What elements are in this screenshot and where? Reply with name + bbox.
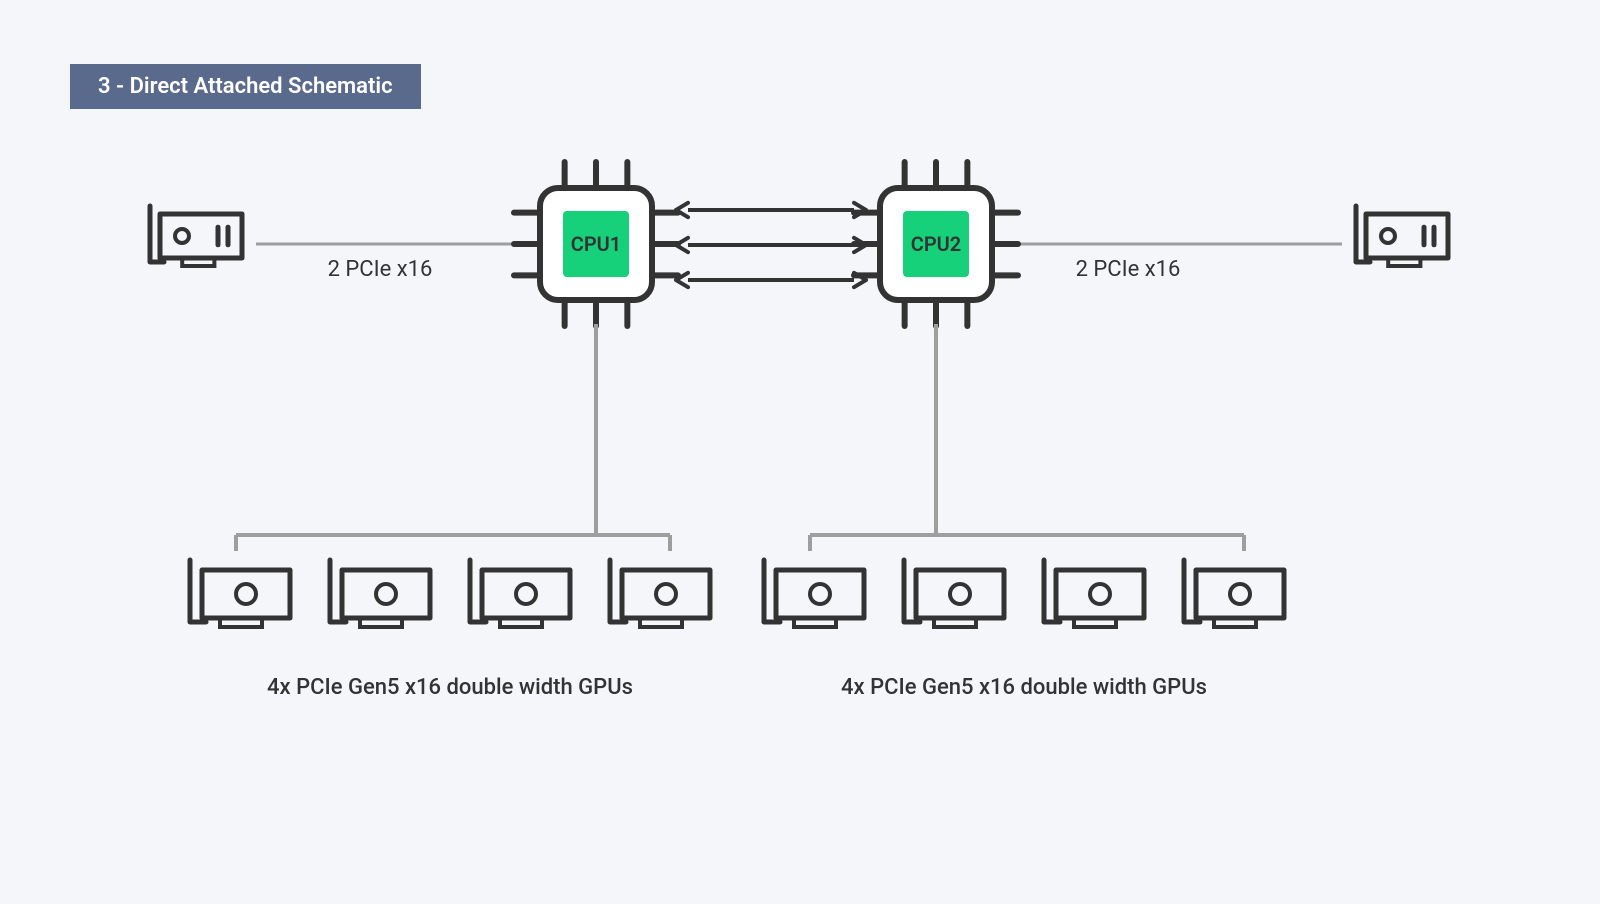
cpu-interconnect-0 — [676, 203, 866, 217]
cpu2-icon-label: CPU2 — [911, 232, 961, 256]
cpu-interconnect-2 — [676, 273, 866, 287]
gpu-bus-left — [236, 324, 670, 551]
cpu-interconnect-1 — [676, 238, 866, 252]
left-pcie-link-label: 2 PCIe x16 — [328, 257, 433, 282]
gpu-right-1-icon — [904, 560, 1004, 627]
gpu-right-3-icon — [1184, 560, 1284, 627]
gpu-caption-left: 4x PCIe Gen5 x16 double width GPUs — [267, 675, 633, 700]
cpu1-icon-label: CPU1 — [571, 232, 621, 256]
cpu2-icon: CPU2 — [854, 162, 1018, 326]
cpu1-icon: CPU1 — [514, 162, 678, 326]
schematic-canvas: 2 PCIe x16 2 PCIe x16 CPU1 CPU2 4x PCIe Gen5… — [0, 0, 1600, 900]
gpu-left-0-icon — [190, 560, 290, 627]
gpu-right-0-icon — [764, 560, 864, 627]
right-pcie-link-label: 2 PCIe x16 — [1076, 257, 1181, 282]
gpu-right-2-icon — [1044, 560, 1144, 627]
gpu-bus-right — [810, 324, 1244, 551]
gpu-left-3-icon — [610, 560, 710, 627]
gpu-caption-right: 4x PCIe Gen5 x16 double width GPUs — [841, 675, 1207, 700]
gpu-left-2-icon — [470, 560, 570, 627]
nic-left-icon — [150, 206, 242, 266]
title-bar: 3 - Direct Attached Schematic — [70, 64, 421, 109]
nic-right-icon — [1356, 206, 1448, 266]
gpu-left-1-icon — [330, 560, 430, 627]
